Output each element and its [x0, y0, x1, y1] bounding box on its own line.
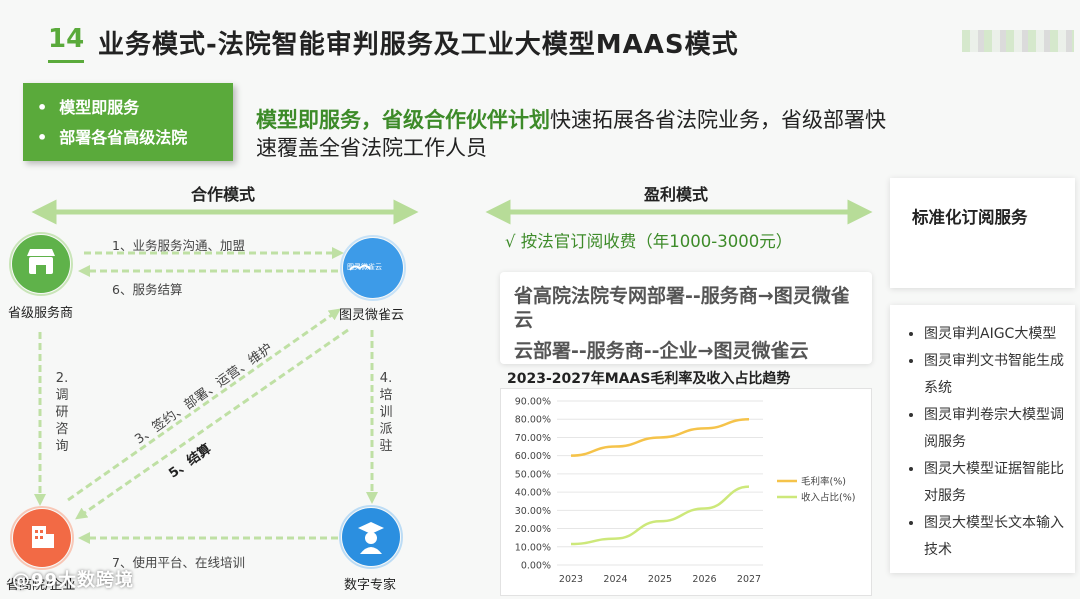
edge-2-char: 2.: [54, 370, 70, 387]
x-tick-label: 2023: [559, 574, 583, 585]
edge-2-label: 2. 调 研 咨 询: [54, 370, 70, 455]
cloud-logo-text: 图灵微雀云: [347, 262, 382, 272]
subscription-title: 标准化订阅服务: [912, 204, 1028, 228]
service-item: 图灵审判AIGC大模型: [924, 321, 1075, 348]
edge-4-label: 4. 培 训 派 驻: [378, 370, 394, 455]
store-icon: [27, 249, 55, 274]
edge-4-char: 培: [378, 387, 394, 404]
subscription-fee: √ 按法官订阅收费（年1000-3000元）: [505, 228, 792, 252]
deployment-line-2: 云部署--服务商--企业→图灵微雀云: [514, 336, 808, 363]
legend-label: 收入占比(%): [801, 492, 855, 504]
turing-cloud-label: 图灵微雀云: [339, 304, 404, 323]
line-chart: 0.00% 10.00% 20.00% 30.00% 40.00% 50.00% 60.00…: [501, 389, 871, 595]
edge-4-char: 派: [378, 421, 394, 438]
provincial-provider-node: [10, 233, 72, 295]
y-tick-label: 40.00%: [515, 488, 551, 499]
digital-expert-node: [340, 506, 402, 568]
legend-label: 毛利率(%): [801, 476, 846, 488]
deployment-line-1: 省高院法院专网部署--服务商→图灵微雀云: [514, 284, 864, 332]
edge-5-arrow: [80, 330, 348, 516]
service-item: 图灵审判卷宗大模型调阅服务: [924, 402, 1075, 456]
edge-3-arrow: [68, 312, 336, 500]
watermark: @99大数跨境: [12, 566, 134, 592]
subscription-card: 标准化订阅服务: [890, 178, 1075, 288]
chart-title: 2023-2027年MAAS毛利率及收入占比趋势: [507, 368, 790, 388]
service-item: 图灵审判文书智能生成系统: [924, 348, 1075, 402]
x-tick-label: 2025: [648, 574, 672, 585]
series-line-2: [571, 487, 749, 544]
edge-2-char: 调: [54, 387, 70, 404]
service-item: 图灵大模型长文本输入技术: [924, 510, 1075, 564]
deployment-box: 省高院法院专网部署--服务商→图灵微雀云 云部署--服务商--企业→图灵微雀云: [500, 272, 872, 364]
edge-1-label: 1、业务服务沟通、加盟: [112, 235, 245, 254]
y-tick-label: 10.00%: [515, 542, 551, 553]
edge-4-char: 驻: [378, 438, 394, 455]
y-tick-label: 30.00%: [515, 506, 551, 517]
service-list-card: 图灵审判AIGC大模型 图灵审判文书智能生成系统 图灵审判卷宗大模型调阅服务 图…: [890, 305, 1075, 573]
edge-2-char: 询: [54, 438, 70, 455]
y-tick-label: 20.00%: [515, 524, 551, 535]
edge-4-char: 训: [378, 404, 394, 421]
x-tick-label: 2024: [603, 574, 627, 585]
digital-expert-label: 数字专家: [344, 574, 396, 593]
y-tick-label: 80.00%: [515, 415, 551, 426]
y-tick-label: 60.00%: [515, 451, 551, 462]
court-enterprise-node: [11, 507, 73, 569]
y-tick-label: 50.00%: [515, 469, 551, 480]
service-item: 图灵大模型证据智能比对服务: [924, 456, 1075, 510]
provincial-provider-label: 省级服务商: [8, 302, 73, 321]
chart-container: 0.00% 10.00% 20.00% 30.00% 40.00% 50.00% 60.00…: [500, 388, 872, 596]
x-tick-label: 2026: [692, 574, 716, 585]
edge-2-char: 咨: [54, 421, 70, 438]
y-tick-label: 0.00%: [521, 561, 551, 572]
edge-2-char: 研: [54, 404, 70, 421]
x-tick-label: 2027: [737, 574, 761, 585]
y-tick-label: 70.00%: [515, 433, 551, 444]
edge-6-label: 6、服务结算: [112, 279, 182, 298]
edge-4-char: 4.: [378, 370, 394, 387]
y-tick-label: 90.00%: [515, 397, 551, 408]
